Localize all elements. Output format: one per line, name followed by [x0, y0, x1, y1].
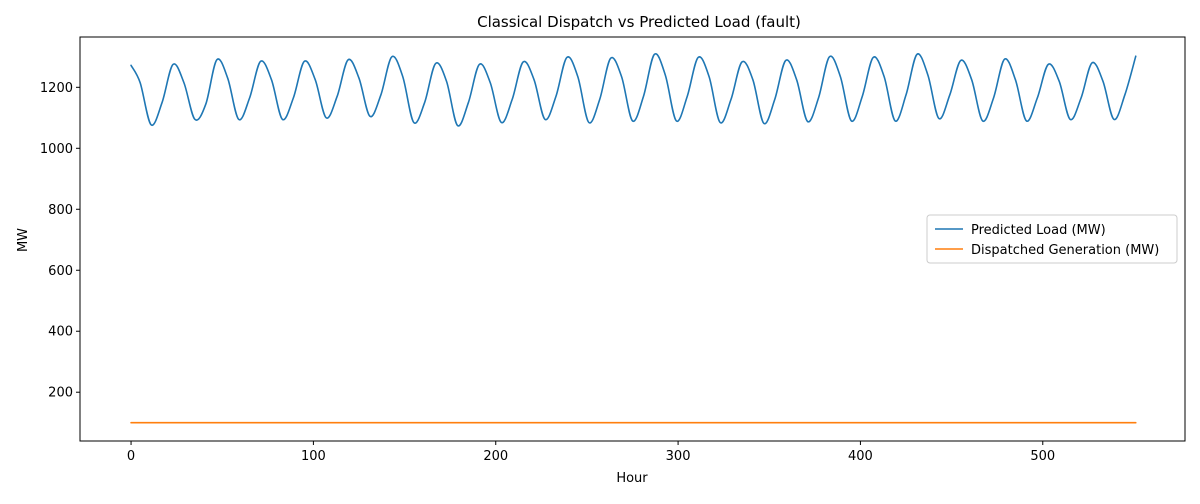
legend-label-predicted-load: Predicted Load (MW): [971, 223, 1106, 238]
y-axis: 200 400 600 800 1000 1200: [40, 81, 80, 401]
y-tick-label: 1000: [40, 142, 73, 157]
y-tick-label: 400: [48, 325, 73, 340]
x-tick-label: 400: [848, 449, 873, 464]
chart-title: Classical Dispatch vs Predicted Load (fa…: [477, 13, 801, 31]
x-tick-label: 200: [483, 449, 508, 464]
predicted-load-line: [130, 52, 1137, 127]
y-tick-label: 800: [48, 203, 73, 218]
x-tick-label: 500: [1030, 449, 1055, 464]
plot-frame: [79, 36, 1186, 442]
x-axis-label: Hour: [616, 471, 648, 486]
y-tick-label: 1200: [40, 81, 73, 96]
plot-area: [79, 36, 1186, 442]
x-tick-label: 0: [127, 449, 135, 464]
y-axis-label: MW: [16, 228, 31, 252]
legend-box: [926, 214, 1178, 264]
x-tick-label: 100: [301, 449, 326, 464]
y-tick-label: 600: [48, 264, 73, 279]
legend: Predicted Load (MW) Dispatched Generatio…: [926, 214, 1178, 264]
x-axis: 0 100 200 300 400 500: [127, 441, 1055, 464]
legend-label-dispatched-generation: Dispatched Generation (MW): [971, 243, 1159, 258]
series-lines: [130, 52, 1137, 424]
x-tick-label: 300: [666, 449, 691, 464]
y-tick-label: 200: [48, 386, 73, 401]
